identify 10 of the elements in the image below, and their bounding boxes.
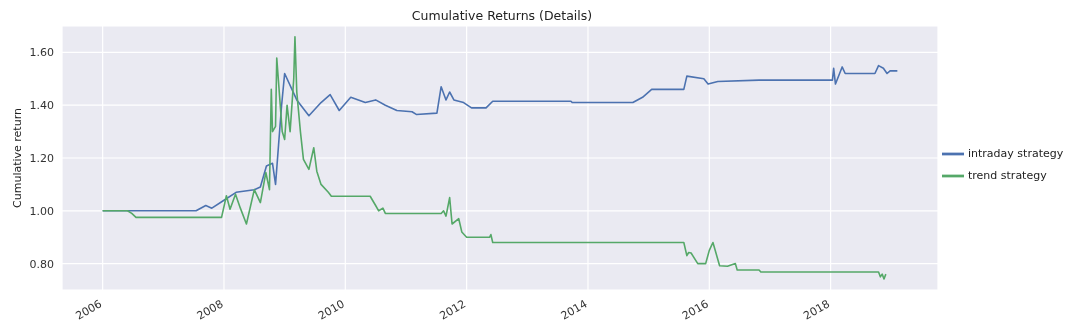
y-tick-label: 1.00	[29, 204, 54, 218]
y-tick-label: 0.80	[29, 257, 54, 271]
chart-title: Cumulative Returns (Details)	[411, 8, 593, 23]
y-tick-label: 1.20	[29, 151, 54, 165]
y-axis-title: Cumulative return	[11, 108, 24, 208]
legend-label: trend strategy	[968, 169, 1047, 182]
line-series	[101, 36, 887, 280]
legend-label: intraday strategy	[968, 147, 1064, 160]
y-tick-label: 1.40	[29, 99, 54, 113]
y-tick-label: 1.60	[29, 46, 54, 60]
